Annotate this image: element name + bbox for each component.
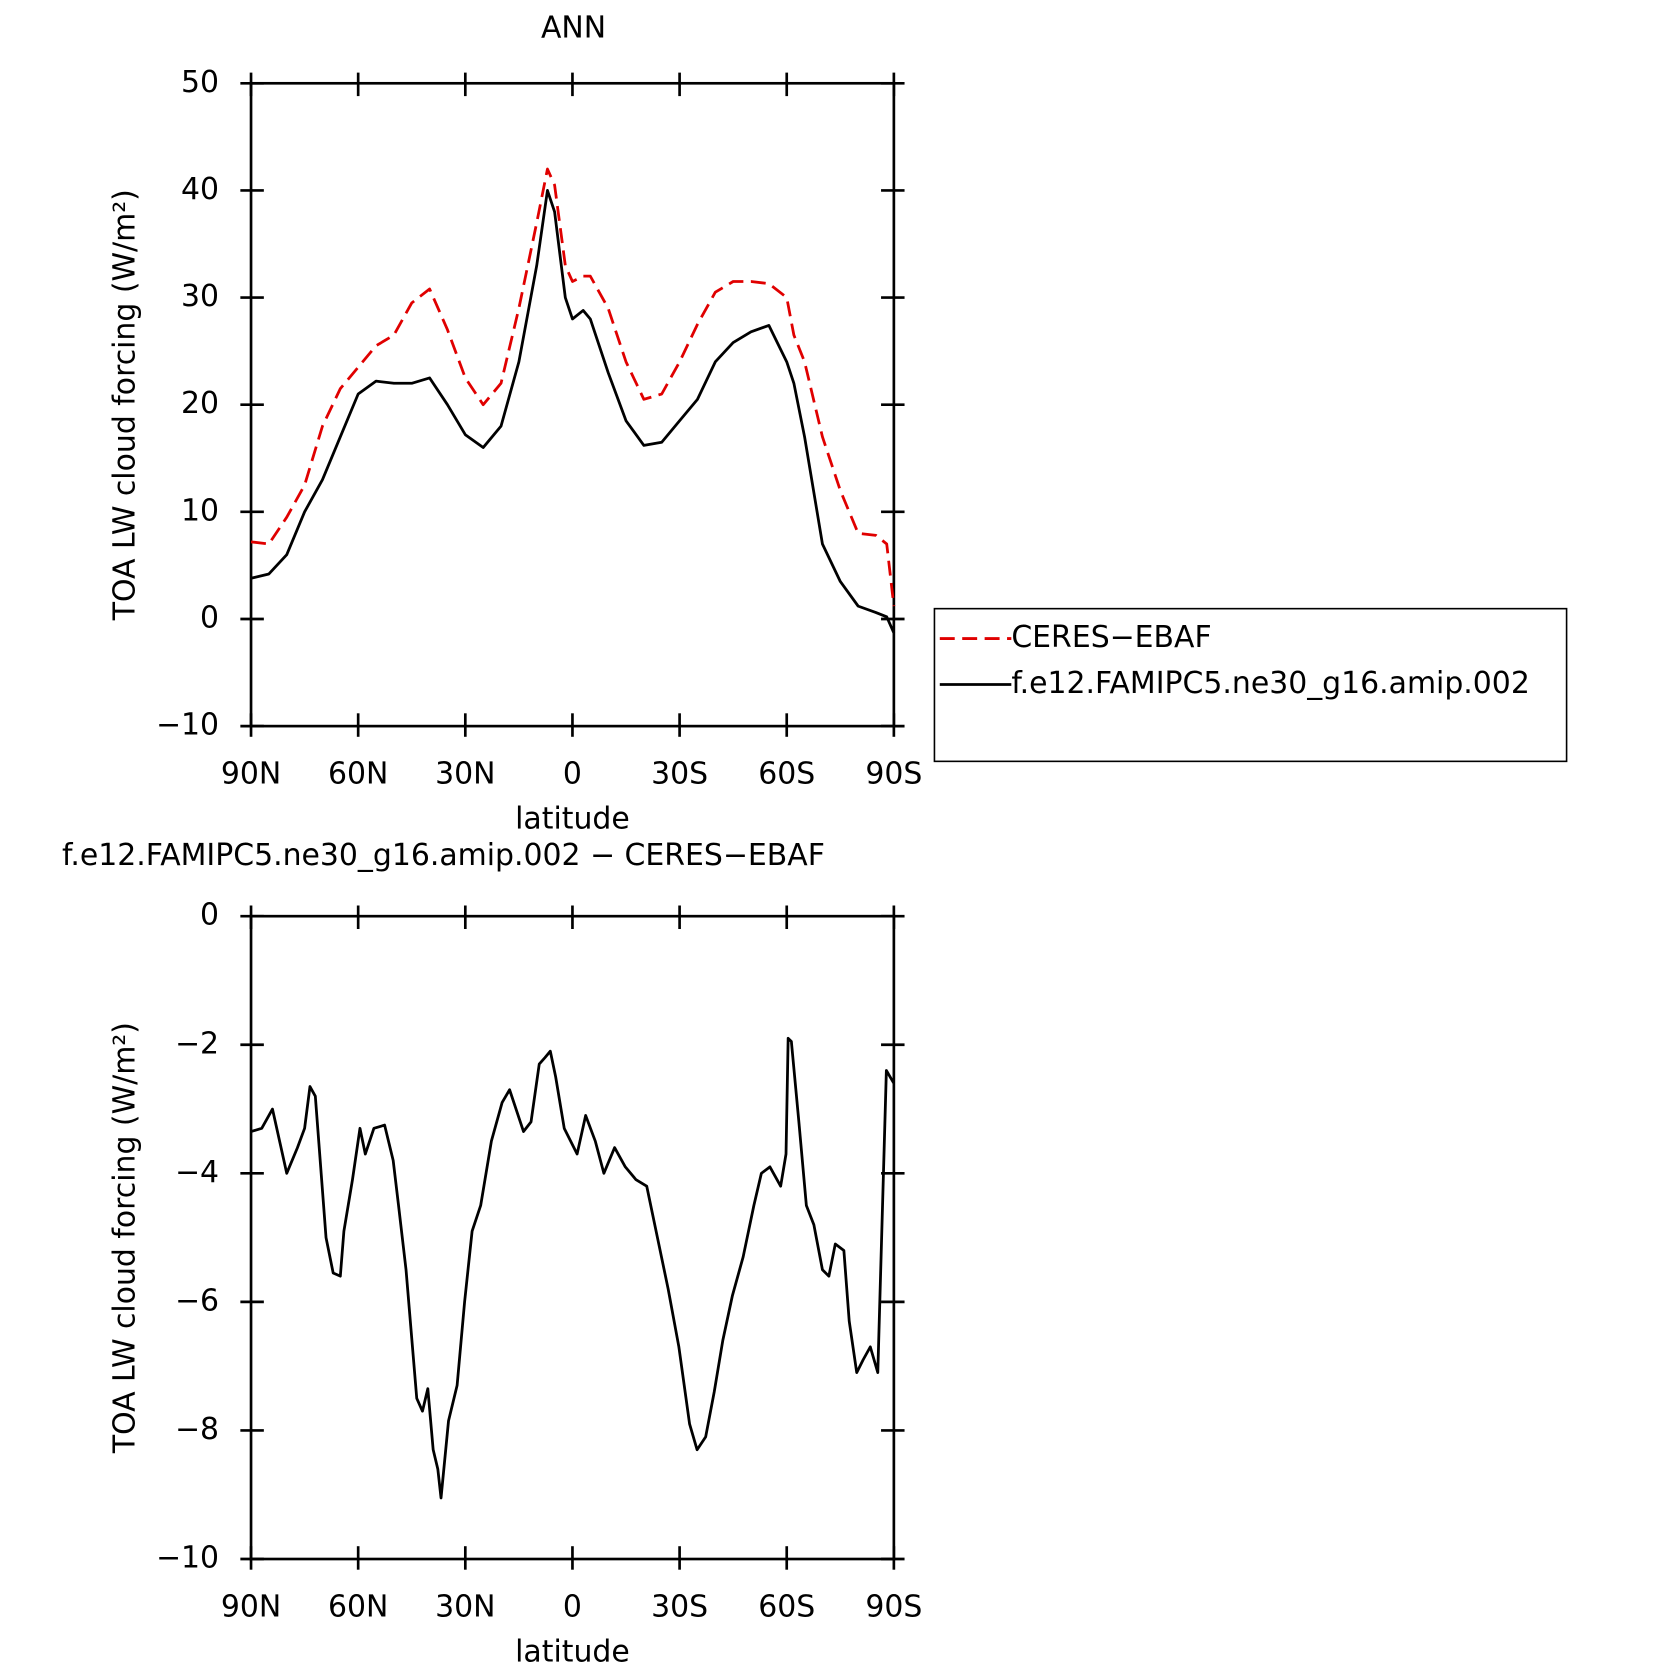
x-tick-label: 90N (221, 1590, 281, 1625)
y-tick-label: −10 (156, 708, 219, 743)
y-tick-label: −6 (175, 1283, 219, 1318)
legend-label: f.e12.FAMIPC5.ne30_g16.amip.002 (1011, 666, 1530, 701)
x-axis-label: latitude (515, 802, 630, 837)
y-tick-label: 30 (181, 279, 219, 314)
legend-box (933, 607, 1568, 763)
y-tick-label: −2 (175, 1026, 219, 1061)
y-tick-label: −10 (156, 1541, 219, 1576)
y-tick-label: 0 (200, 600, 219, 635)
x-tick-label: 60S (758, 1590, 815, 1625)
x-tick-label: 60N (328, 1590, 388, 1625)
y-tick-label: 0 (200, 898, 219, 933)
x-tick-label: 0 (563, 757, 582, 792)
x-tick-label: 60N (328, 757, 388, 792)
x-tick-label: 90N (221, 757, 281, 792)
x-tick-label: 90S (865, 1590, 922, 1625)
y-tick-label: 10 (181, 493, 219, 528)
y-axis-label: TOA LW cloud forcing (W/m²) (108, 1022, 143, 1454)
y-tick-label: −4 (175, 1155, 219, 1190)
x-tick-label: 90S (865, 757, 922, 792)
y-tick-label: −8 (175, 1412, 219, 1447)
data-line (250, 167, 896, 607)
x-tick-label: 30N (435, 1590, 495, 1625)
plot-frame (249, 914, 896, 1561)
y-tick-label: 20 (181, 386, 219, 421)
data-line (250, 1036, 896, 1500)
y-tick-label: 40 (181, 172, 219, 207)
legend-label: CERES−EBAF (1011, 620, 1211, 655)
x-tick-label: 30S (651, 757, 708, 792)
x-tick-label: 60S (758, 757, 815, 792)
y-tick-label: 50 (181, 65, 219, 100)
data-line (250, 189, 896, 634)
x-tick-label: 0 (563, 1590, 582, 1625)
x-tick-label: 30S (651, 1590, 708, 1625)
y-axis-label: TOA LW cloud forcing (W/m²) (108, 189, 143, 621)
x-tick-label: 30N (435, 757, 495, 792)
x-axis-label: latitude (515, 1634, 630, 1669)
chart-title: ANN (541, 10, 606, 45)
chart-title: f.e12.FAMIPC5.ne30_g16.amip.002 − CERES−… (62, 838, 825, 873)
